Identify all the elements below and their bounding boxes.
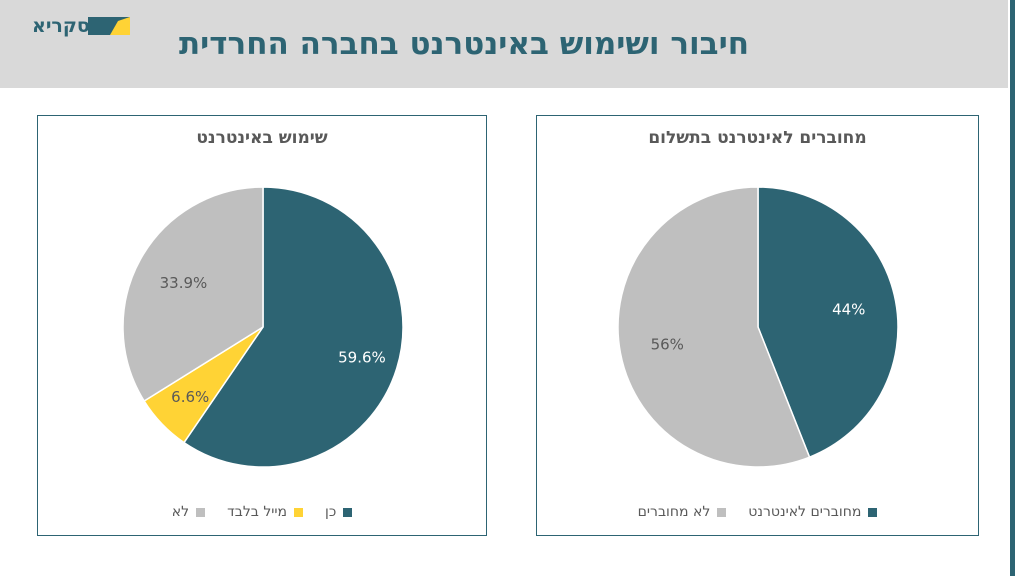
- chart-panel-paid-connection: מחוברים לאינטרנט בתשלום 44% 56% מחוברים ל…: [536, 115, 979, 536]
- chart-title: שימוש באינטרנט: [196, 128, 328, 148]
- chart-legend: כן מייל בלבד לא: [38, 504, 486, 520]
- legend-swatch: [196, 507, 206, 517]
- pie-slice-0: [757, 186, 899, 459]
- logo-text: אסקריא: [32, 15, 104, 37]
- data-label-0: 59.6%: [338, 349, 386, 367]
- logo-mark-icon: [88, 17, 130, 35]
- chart-legend: מחוברים לאינטרנט לא מחוברים: [537, 504, 978, 520]
- legend-label: מייל בלבד: [227, 504, 288, 520]
- legend-item-1: מייל בלבד: [227, 504, 304, 520]
- pie-chart-paid-connection: 44% 56%: [617, 186, 899, 468]
- page-title: חיבור ושימוש באינטרנט בחברה החרדית: [179, 26, 749, 62]
- legend-label: מחוברים לאינטרנט: [748, 504, 862, 520]
- pie-slice-0: [182, 186, 404, 468]
- data-label-2: 33.9%: [160, 274, 208, 292]
- legend-swatch: [294, 507, 304, 517]
- pie-slice-2: [122, 186, 264, 403]
- legend-item-1: לא מחוברים: [638, 504, 727, 520]
- legend-label: לא מחוברים: [637, 504, 711, 520]
- legend-label: כן: [325, 504, 337, 520]
- legend-label: לא: [171, 504, 190, 520]
- legend-item-0: מחוברים לאינטרנט: [748, 504, 878, 520]
- data-label-1: 6.6%: [171, 388, 209, 406]
- pie-chart-internet-usage: 59.6% 6.6% 33.9%: [122, 186, 404, 468]
- chart-panel-internet-usage: שימוש באינטרנט 59.6% 6.6% 33.9% כן מייל בלב…: [37, 115, 487, 536]
- legend-item-2: לא: [171, 504, 206, 520]
- data-label-0: 44%: [832, 301, 865, 319]
- legend-item-0: כן: [325, 504, 353, 520]
- legend-swatch: [717, 507, 727, 517]
- right-accent-bar: [1008, 0, 1024, 576]
- legend-swatch: [343, 507, 353, 517]
- header-bar: אסקריא חיבור ושימוש באינטרנט בחברה החרדי…: [0, 0, 1008, 88]
- data-label-1: 56%: [651, 335, 684, 353]
- chart-title: מחוברים לאינטרנט בתשלום: [648, 128, 867, 148]
- logo: אסקריא: [14, 14, 130, 38]
- pie-slice-1: [617, 186, 811, 468]
- legend-swatch: [868, 507, 878, 517]
